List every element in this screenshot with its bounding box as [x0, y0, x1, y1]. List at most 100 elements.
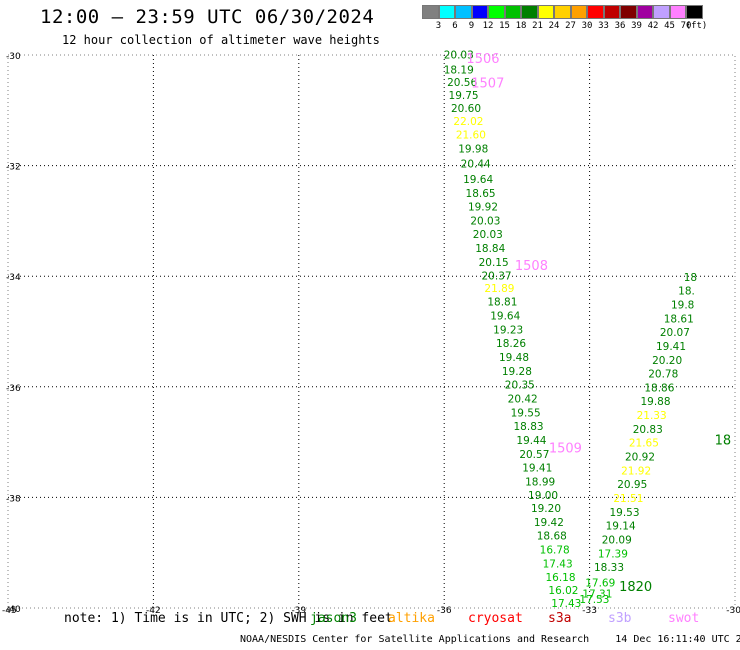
swh-value: 21.65 [629, 438, 659, 450]
mission-s3a: s3a [548, 611, 572, 626]
swh-value: 16.02 [548, 585, 578, 597]
swh-value: 21.60 [456, 130, 486, 142]
swh-value: 20.44 [461, 158, 491, 170]
legend-label: 33 [598, 21, 609, 31]
swh-value: 19.92 [468, 202, 498, 214]
legend-label: 18 [515, 21, 527, 31]
swh-value: 17.31 [582, 589, 612, 601]
swh-value: 18.61 [664, 313, 694, 325]
legend-label: 9 [468, 21, 475, 31]
time-label: 1506 [466, 52, 499, 67]
time-label: 1509 [549, 442, 582, 457]
legend-label: 30 [581, 21, 593, 31]
swh-value: 17.43 [551, 598, 581, 610]
swh-value: 20.35 [505, 380, 535, 392]
mission-jason3: jason3 [310, 611, 357, 626]
lon-label: -33 [582, 606, 597, 616]
lon-label: -39 [291, 606, 306, 616]
swh-value: 19.8 [671, 299, 694, 311]
legend-swatch [653, 5, 670, 19]
swh-value: 22.02 [453, 116, 483, 128]
swh-value: 19.42 [534, 517, 564, 529]
swh-value: 18. [678, 286, 695, 298]
legend-swatch [455, 5, 472, 19]
swh-value: 21.51 [613, 493, 643, 505]
legend-swatches [422, 5, 703, 19]
mission-altika: altika [388, 611, 435, 626]
swh-value: 20.20 [652, 355, 682, 367]
swh-value: 17.53 [579, 594, 609, 606]
map-title: 12:00 – 23:59 UTC 06/30/2024 [40, 6, 375, 28]
legend-swatch [471, 5, 488, 19]
swh-value: 20.95 [617, 479, 647, 491]
time-label: 1820 [619, 580, 652, 595]
swh-value: 19.14 [606, 521, 636, 533]
lon-label: -36 [437, 606, 452, 616]
swh-value: 18.84 [475, 243, 505, 255]
swh-value: 20.60 [451, 103, 481, 115]
legend-label: 42 [647, 21, 659, 31]
note-text: note: 1) Time is in UTC; 2) SWH is in fe… [64, 611, 393, 626]
lon-label: -30 [726, 606, 740, 616]
lat-label: -40 [6, 605, 21, 615]
swh-value: 19.23 [493, 324, 523, 336]
lon-label: -42 [146, 606, 161, 616]
swh-value: 20.42 [508, 393, 538, 405]
swh-value: 20.03 [444, 50, 474, 62]
swh-value: 17.43 [543, 558, 573, 570]
footer: NOAA/NESDIS Center for Satellite Applica… [240, 634, 740, 645]
lat-label: -34 [6, 273, 21, 283]
swh-value: 20.15 [479, 257, 509, 269]
swh-value: 19.48 [499, 352, 529, 364]
legend-label: 6 [452, 21, 458, 31]
swh-value: 19.41 [522, 463, 552, 475]
swh-value: 20.03 [470, 215, 500, 227]
legend-label: 3 [435, 21, 442, 31]
legend-unit: (ft) [685, 21, 708, 31]
swh-value: 20.03 [473, 229, 503, 241]
swh-value: 19.44 [516, 435, 546, 447]
swh-value: 19.64 [490, 311, 520, 323]
swh-value: 19.88 [640, 396, 670, 408]
legend-swatch [537, 5, 554, 19]
swh-value: 20.83 [633, 424, 663, 436]
swh-value: 19.00 [528, 490, 558, 502]
lon-label: -45 [2, 606, 17, 616]
swh-value: 20.07 [660, 327, 690, 339]
legend-label: 15 [499, 21, 510, 31]
map-subtitle: 12 hour collection of altimeter wave hei… [62, 33, 380, 47]
swh-value: 16.78 [540, 544, 570, 556]
time-label: 1507 [471, 77, 504, 92]
lat-label: -38 [6, 494, 21, 504]
legend-swatch [587, 5, 604, 19]
legend-swatch [620, 5, 637, 19]
swh-value: 21.33 [637, 410, 667, 422]
swh-value: 19.41 [656, 341, 686, 353]
swh-value: 20.37 [482, 271, 512, 283]
legend-label: 21 [532, 21, 543, 31]
legend-swatch [488, 5, 505, 19]
swh-value: 18.86 [644, 382, 674, 394]
swh-value: 20.56 [447, 77, 477, 89]
swh-value: 19.64 [463, 174, 493, 186]
swh-value: 19.53 [609, 507, 639, 519]
legend-swatch [669, 5, 686, 19]
legend-swatch [422, 5, 439, 19]
legend-swatch [521, 5, 538, 19]
swh-value: 20.57 [519, 449, 549, 461]
swh-value: 19.28 [502, 366, 532, 378]
legend-swatch [570, 5, 587, 19]
mission-s3b: s3b [608, 611, 632, 626]
swh-value: 20.92 [625, 452, 655, 464]
legend-label: 24 [548, 21, 560, 31]
lat-label: -32 [6, 163, 21, 173]
swh-value: 18.81 [487, 297, 517, 309]
swh-value: 18.19 [444, 64, 474, 76]
legend-label: 70 [680, 21, 692, 31]
swh-value: 19.75 [449, 90, 479, 102]
swh-value: 18.33 [594, 562, 624, 574]
legend-swatch [554, 5, 571, 19]
footer-timestamp: 14 Dec 16:11:40 UTC 2024 [615, 634, 740, 645]
legend-swatch [686, 5, 703, 19]
